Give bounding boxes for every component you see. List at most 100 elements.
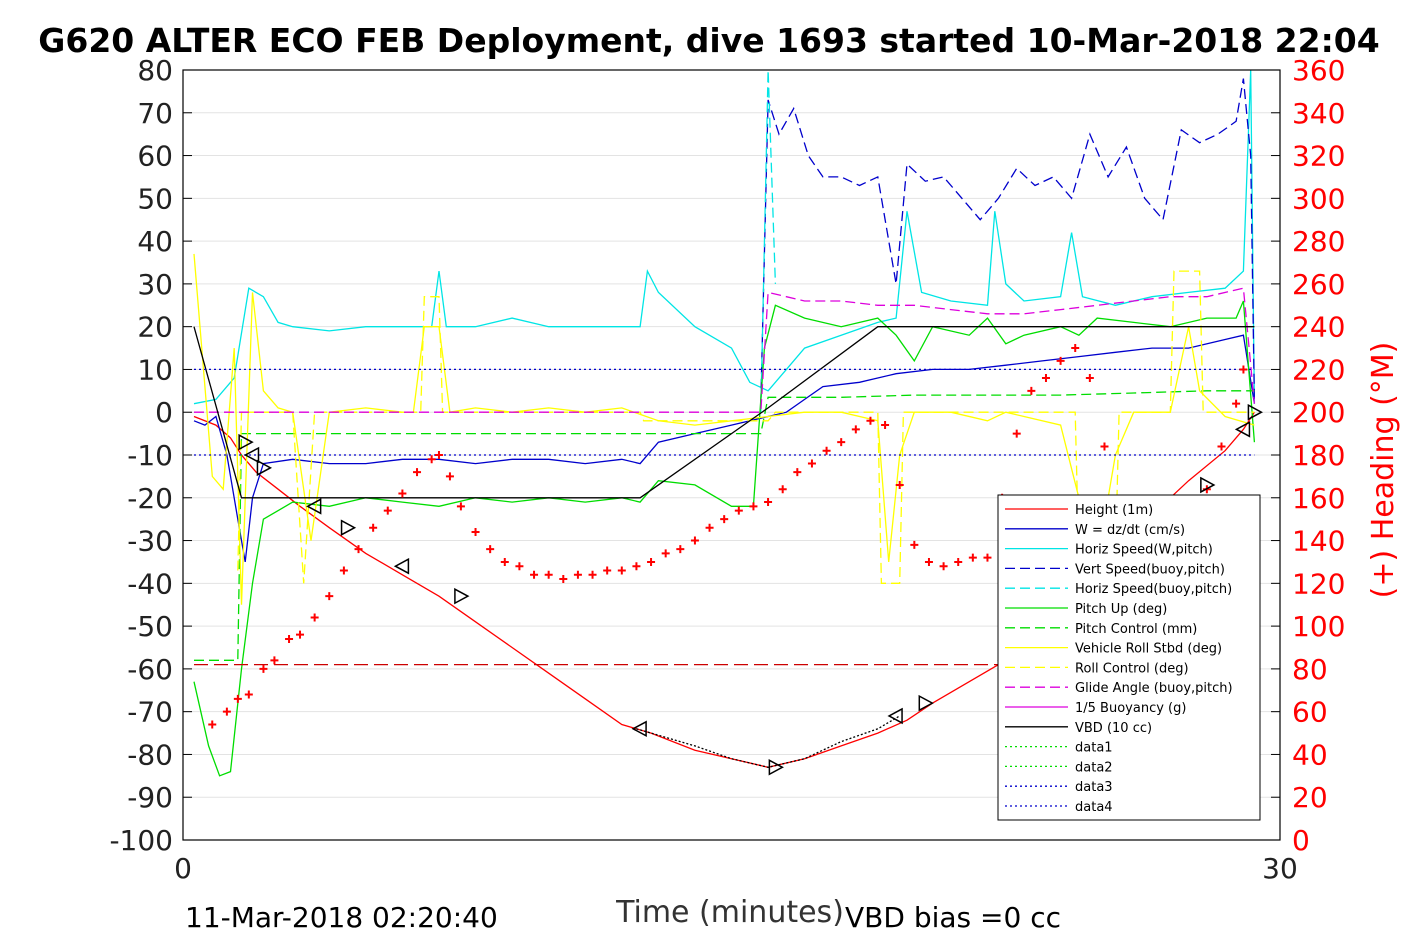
heading-marker bbox=[573, 570, 582, 579]
heading-marker bbox=[456, 502, 465, 511]
gc-triangle-marker bbox=[243, 446, 260, 464]
legend-entry: data4 bbox=[1075, 800, 1113, 815]
gc-triangle-marker bbox=[340, 519, 357, 536]
y-tick-label: -50 bbox=[127, 610, 173, 643]
right-y-axis: 3603403203002802602402202001801601401201… bbox=[1292, 54, 1345, 857]
heading-marker bbox=[764, 498, 773, 507]
footer-timestamp: 11-Mar-2018 02:20:40 bbox=[185, 901, 498, 934]
heading-marker bbox=[354, 545, 363, 554]
heading-marker bbox=[259, 664, 268, 673]
series-vbd bbox=[193, 326, 1255, 499]
legend-entry: Roll Control (deg) bbox=[1075, 661, 1189, 676]
x-tick-label: 30 bbox=[1262, 852, 1298, 885]
gc-triangle-marker bbox=[238, 433, 254, 451]
right-y-tick-label: 80 bbox=[1292, 653, 1328, 686]
heading-marker bbox=[588, 570, 597, 579]
legend-entry: Glide Angle (buoy,pitch) bbox=[1075, 681, 1233, 696]
heading-marker bbox=[369, 523, 378, 532]
legend-entry: VBD (10 cc) bbox=[1075, 721, 1152, 736]
heading-marker bbox=[222, 707, 231, 716]
y-tick-label: -60 bbox=[127, 653, 173, 686]
heading-marker bbox=[296, 630, 305, 639]
heading-marker bbox=[910, 540, 919, 549]
y-tick-label: 0 bbox=[155, 396, 173, 429]
gc-triangle-marker bbox=[454, 587, 470, 605]
heading-marker bbox=[413, 468, 422, 477]
y-tick-label: -20 bbox=[127, 482, 173, 515]
right-y-tick-label: 320 bbox=[1292, 140, 1345, 173]
heading-marker bbox=[471, 528, 480, 536]
heading-marker bbox=[647, 557, 656, 566]
gc-triangle-marker bbox=[631, 720, 647, 738]
heading-marker bbox=[310, 613, 319, 622]
heading-marker bbox=[559, 575, 568, 584]
right-y-axis-label: (+) Heading (°M) bbox=[1366, 342, 1401, 599]
heading-marker bbox=[500, 557, 509, 566]
right-y-tick-label: 300 bbox=[1292, 182, 1345, 215]
heading-marker bbox=[632, 562, 641, 571]
right-y-tick-label: 280 bbox=[1292, 225, 1345, 258]
heading-marker bbox=[208, 720, 217, 729]
heading-marker bbox=[530, 570, 539, 579]
x-axis-label: Time (minutes) bbox=[615, 895, 844, 930]
y-tick-label: -40 bbox=[127, 567, 173, 600]
chart-title: G620 ALTER ECO FEB Deployment, dive 1693… bbox=[38, 21, 1379, 60]
right-y-tick-label: 140 bbox=[1292, 525, 1345, 558]
heading-marker bbox=[1041, 374, 1050, 382]
heading-marker bbox=[1100, 442, 1109, 451]
right-y-tick-label: 100 bbox=[1292, 610, 1345, 643]
heading-marker bbox=[617, 566, 626, 575]
gc-triangle-marker bbox=[306, 498, 322, 515]
series-bottom_fit bbox=[636, 715, 901, 768]
right-y-tick-label: 0 bbox=[1292, 824, 1310, 857]
gc-triangle-marker bbox=[1200, 476, 1216, 494]
legend-entry: Horiz Speed(W,pitch) bbox=[1075, 543, 1213, 558]
heading-marker bbox=[734, 506, 743, 515]
heading-marker bbox=[895, 480, 904, 489]
right-y-tick-label: 260 bbox=[1292, 268, 1345, 301]
right-y-tick-label: 120 bbox=[1292, 567, 1345, 600]
legend-entry: Vert Speed(buoy,pitch) bbox=[1075, 562, 1225, 577]
heading-marker bbox=[398, 489, 407, 498]
legend-entry: data2 bbox=[1075, 760, 1113, 775]
right-y-tick-label: 20 bbox=[1292, 781, 1328, 814]
heading-marker bbox=[968, 553, 977, 562]
heading-marker bbox=[427, 455, 436, 464]
heading-marker bbox=[1012, 429, 1021, 438]
heading-marker bbox=[1085, 374, 1094, 382]
y-tick-label: -80 bbox=[127, 738, 173, 771]
y-tick-label: 10 bbox=[137, 353, 173, 386]
x-tick-label: 0 bbox=[174, 852, 192, 885]
y-tick-label: -30 bbox=[127, 525, 173, 558]
y-tick-label: -100 bbox=[109, 824, 173, 857]
legend-entry: Height (1m) bbox=[1075, 503, 1153, 518]
right-y-tick-label: 160 bbox=[1292, 482, 1345, 515]
heading-marker bbox=[939, 562, 948, 571]
footer-vbd-bias: VBD bias =0 cc bbox=[845, 901, 1061, 934]
y-tick-label: 40 bbox=[137, 225, 173, 258]
heading-marker bbox=[445, 472, 454, 481]
right-y-tick-label: 200 bbox=[1292, 396, 1345, 429]
heading-marker bbox=[705, 523, 714, 532]
heading-marker bbox=[983, 553, 992, 562]
right-y-tick-label: 60 bbox=[1292, 696, 1328, 729]
right-y-tick-label: 240 bbox=[1292, 311, 1345, 344]
heading-marker bbox=[285, 634, 294, 643]
gc-triangle-marker bbox=[393, 557, 410, 575]
legend: Height (1m) W = dz/dt (cm/s) Horiz Speed(W… bbox=[997, 494, 1261, 821]
gc-triangle-marker bbox=[768, 759, 784, 776]
marker-layer bbox=[208, 344, 1263, 776]
gc-triangle-marker bbox=[1234, 421, 1251, 438]
right-y-tick-label: 180 bbox=[1292, 439, 1345, 472]
heading-marker bbox=[434, 451, 443, 459]
gc-triangle-marker bbox=[918, 694, 934, 712]
legend-entry: data3 bbox=[1075, 780, 1113, 795]
heading-marker bbox=[244, 690, 253, 699]
series-pitch_control bbox=[194, 390, 1255, 661]
y-tick-label: 70 bbox=[137, 97, 173, 130]
heading-marker bbox=[661, 549, 670, 558]
right-y-tick-label: 220 bbox=[1292, 353, 1345, 386]
series-w bbox=[193, 334, 1256, 563]
heading-marker bbox=[720, 515, 729, 524]
